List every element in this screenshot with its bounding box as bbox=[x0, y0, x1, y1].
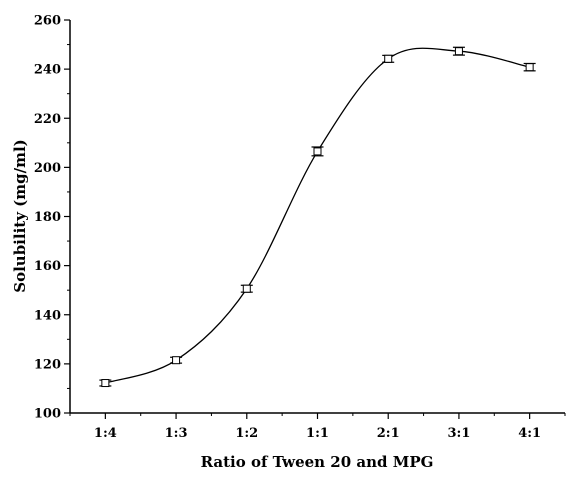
y-tick-label: 260 bbox=[34, 14, 61, 29]
x-tick-label: 1:2 bbox=[235, 426, 258, 441]
y-axis-title: Solubility (mg/ml) bbox=[11, 139, 29, 293]
ticks: 100 120 140 160 180 200 220 240 260 1:4 1:3 1:2 1:1 2… bbox=[34, 14, 566, 441]
axes bbox=[69, 20, 565, 414]
y-tick-label: 220 bbox=[34, 112, 61, 127]
y-tick-label: 180 bbox=[34, 210, 61, 225]
y-tick-label: 120 bbox=[34, 357, 61, 372]
x-tick-label: 2:1 bbox=[377, 426, 400, 441]
x-tick-label: 1:4 bbox=[94, 426, 117, 441]
x-tick-label: 1:1 bbox=[306, 426, 329, 441]
data-point bbox=[384, 54, 393, 63]
data-point bbox=[454, 47, 463, 56]
series-line bbox=[105, 47, 530, 384]
y-tick-label: 140 bbox=[34, 308, 61, 323]
data-point bbox=[525, 63, 534, 72]
data-point bbox=[313, 147, 322, 156]
data-point bbox=[101, 379, 110, 388]
y-tick-label: 240 bbox=[34, 63, 61, 78]
y-tick-label: 100 bbox=[34, 407, 61, 422]
data-point bbox=[242, 284, 251, 293]
x-tick-label: 4:1 bbox=[518, 426, 541, 441]
series bbox=[99, 46, 536, 388]
y-tick-label: 160 bbox=[34, 259, 61, 274]
x-axis-title: Ratio of Tween 20 and MPG bbox=[201, 453, 434, 471]
y-tick-label: 200 bbox=[34, 161, 61, 176]
x-tick-label: 3:1 bbox=[447, 426, 470, 441]
x-tick-label: 1:3 bbox=[165, 426, 188, 441]
data-point bbox=[172, 356, 181, 365]
